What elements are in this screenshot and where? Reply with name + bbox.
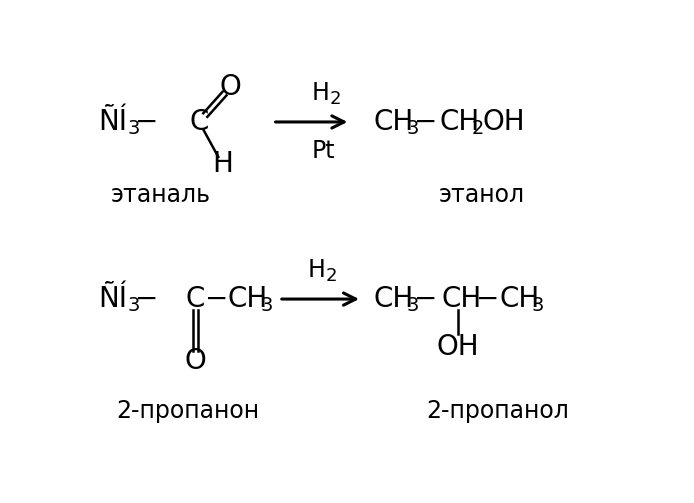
Text: CH: CH (373, 108, 414, 136)
Text: 3: 3 (406, 119, 418, 138)
Text: ÑÍ: ÑÍ (99, 285, 128, 313)
Text: 2: 2 (330, 90, 341, 108)
Text: CH: CH (499, 285, 539, 313)
Text: CH: CH (441, 285, 482, 313)
Text: CH: CH (228, 285, 268, 313)
Text: CH: CH (439, 108, 480, 136)
Text: OH: OH (437, 333, 480, 361)
Text: C: C (185, 285, 205, 313)
Text: 3: 3 (127, 119, 139, 138)
Text: H: H (312, 80, 330, 105)
Text: OH: OH (482, 108, 525, 136)
Text: −: − (205, 285, 228, 313)
Text: 2: 2 (325, 267, 337, 285)
Text: CH: CH (373, 285, 414, 313)
Text: Pt: Pt (312, 139, 335, 163)
Text: −: − (135, 285, 158, 313)
Text: O: O (219, 73, 241, 101)
Text: O: O (185, 347, 206, 375)
Text: 3: 3 (260, 296, 273, 315)
Text: этанол: этанол (439, 183, 525, 207)
Text: H: H (212, 150, 232, 178)
Text: 3: 3 (127, 296, 139, 315)
Text: −: − (414, 285, 437, 313)
Text: этаналь: этаналь (110, 183, 210, 207)
Text: 3: 3 (532, 296, 544, 315)
Text: −: − (476, 285, 499, 313)
Text: ÑÍ: ÑÍ (99, 108, 128, 136)
Text: H: H (307, 258, 325, 282)
Text: 2-пропанол: 2-пропанол (426, 399, 569, 423)
Text: C: C (189, 108, 209, 136)
Text: −: − (414, 108, 437, 136)
Text: 2: 2 (472, 119, 484, 138)
Text: 3: 3 (406, 296, 418, 315)
Text: −: − (135, 108, 158, 136)
Text: 2-пропанон: 2-пропанон (116, 399, 259, 423)
